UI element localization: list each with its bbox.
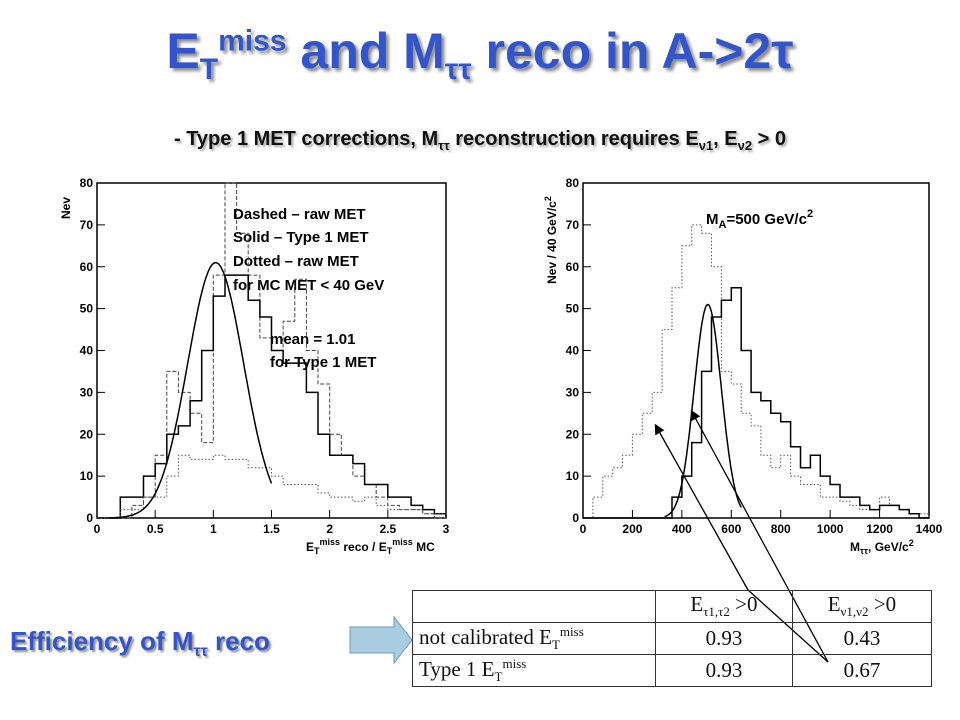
y-tick-label: 60 xyxy=(80,260,94,274)
x-tick-label: 400 xyxy=(672,522,692,536)
right-xlabel: Mττ, GeV/c2 xyxy=(850,538,914,556)
met-ratio-histogram: Nev ETmiss reco / ETmiss MC Dashed – raw… xyxy=(59,176,450,556)
fit-curve xyxy=(664,303,742,518)
y-tick-label: 80 xyxy=(80,176,94,190)
hist-series-dotted xyxy=(583,224,930,519)
plot-frame xyxy=(582,182,930,519)
x-tick-label: 1.5 xyxy=(263,522,280,536)
table-cell: 0.93 xyxy=(655,654,793,687)
table-header-cell xyxy=(412,590,656,623)
y-tick-label: 40 xyxy=(566,344,580,358)
table-header-row: Eτ1,τ2 >0 Eν1,ν2 >0 xyxy=(412,590,933,623)
x-tick-label: 3 xyxy=(443,522,450,536)
y-tick-label: 50 xyxy=(566,302,580,316)
y-tick-label: 30 xyxy=(566,385,580,399)
arrow-to-raw-curve xyxy=(654,423,749,591)
left-xlabel: ETmiss reco / ETmiss MC xyxy=(306,537,435,556)
x-tick-label: 1200 xyxy=(866,522,893,536)
efficiency-label: Efficiency of Mττ reco xyxy=(10,626,270,661)
y-tick-label: 80 xyxy=(566,176,580,190)
fit-curve xyxy=(108,261,273,519)
hist-series-solid xyxy=(583,286,929,519)
table-row: Type 1 ETmiss 0.93 0.67 xyxy=(412,654,933,687)
table-header-cell: Eν1,ν2 >0 xyxy=(791,590,933,623)
table-row: not calibrated ETmiss 0.93 0.43 xyxy=(412,622,933,655)
x-tick-label: 800 xyxy=(771,522,791,536)
legend-dashed: Dashed – raw MET xyxy=(233,206,366,223)
x-tick-label: 1 xyxy=(210,522,217,536)
hist-series-solid xyxy=(97,274,447,519)
mean-annotation-sub: for Type 1 MET xyxy=(270,354,376,371)
table-cell: 0.93 xyxy=(655,622,793,655)
table-row-label: not calibrated ETmiss xyxy=(412,622,656,655)
y-tick-label: 20 xyxy=(566,427,580,441)
y-tick-label: 70 xyxy=(566,218,580,232)
right-ylabel: Nev / 40 GeV/c2 xyxy=(543,196,559,284)
legend-solid: Solid – Type 1 MET xyxy=(233,229,369,246)
left-ylabel: Nev xyxy=(59,197,73,219)
x-tick-label: 0 xyxy=(580,522,587,536)
x-tick-label: 600 xyxy=(721,522,741,536)
efficiency-table: Eτ1,τ2 >0 Eν1,ν2 >0 not calibrated ETmis… xyxy=(412,590,933,687)
y-tick-label: 40 xyxy=(80,344,94,358)
mean-annotation: mean = 1.01 xyxy=(270,331,355,348)
x-tick-label: 2 xyxy=(326,522,333,536)
y-tick-label: 10 xyxy=(566,469,580,483)
pointing-arrow-icon xyxy=(349,615,413,665)
table-row-label: Type 1 ETmiss xyxy=(412,654,656,687)
table-cell: 0.67 xyxy=(791,654,933,687)
y-tick-label: 70 xyxy=(80,218,94,232)
y-tick-label: 10 xyxy=(80,469,94,483)
x-tick-label: 0.5 xyxy=(147,522,164,536)
y-tick-label: 0 xyxy=(86,511,93,525)
legend-dotted: Dotted – raw MET xyxy=(233,253,359,270)
slide-title: ETmiss and Mττ reco in A->2τ xyxy=(166,23,794,86)
x-tick-label: 1400 xyxy=(916,522,943,536)
table-header-cell: Eτ1,τ2 >0 xyxy=(655,590,793,623)
x-tick-label: 200 xyxy=(622,522,642,536)
x-tick-label: 2.5 xyxy=(379,522,396,536)
hist-series-dotted xyxy=(97,454,447,519)
y-tick-label: 20 xyxy=(80,427,94,441)
table-cell: 0.43 xyxy=(791,622,933,655)
legend-dotted-cond: for MC MET < 40 GeV xyxy=(233,277,384,294)
y-tick-label: 60 xyxy=(566,260,580,274)
mtautau-histogram: Nev / 40 GeV/c2 Mττ, GeV/c2 MA=500 GeV/c… xyxy=(543,176,943,556)
x-tick-label: 0 xyxy=(94,522,101,536)
mass-annotation: MA=500 GeV/c2 xyxy=(706,208,813,231)
y-tick-label: 50 xyxy=(80,302,94,316)
y-tick-label: 0 xyxy=(572,511,579,525)
slide-subtitle: - Type 1 MET corrections, Mττ reconstruc… xyxy=(173,128,786,153)
y-tick-label: 30 xyxy=(80,385,94,399)
x-tick-label: 1000 xyxy=(817,522,844,536)
